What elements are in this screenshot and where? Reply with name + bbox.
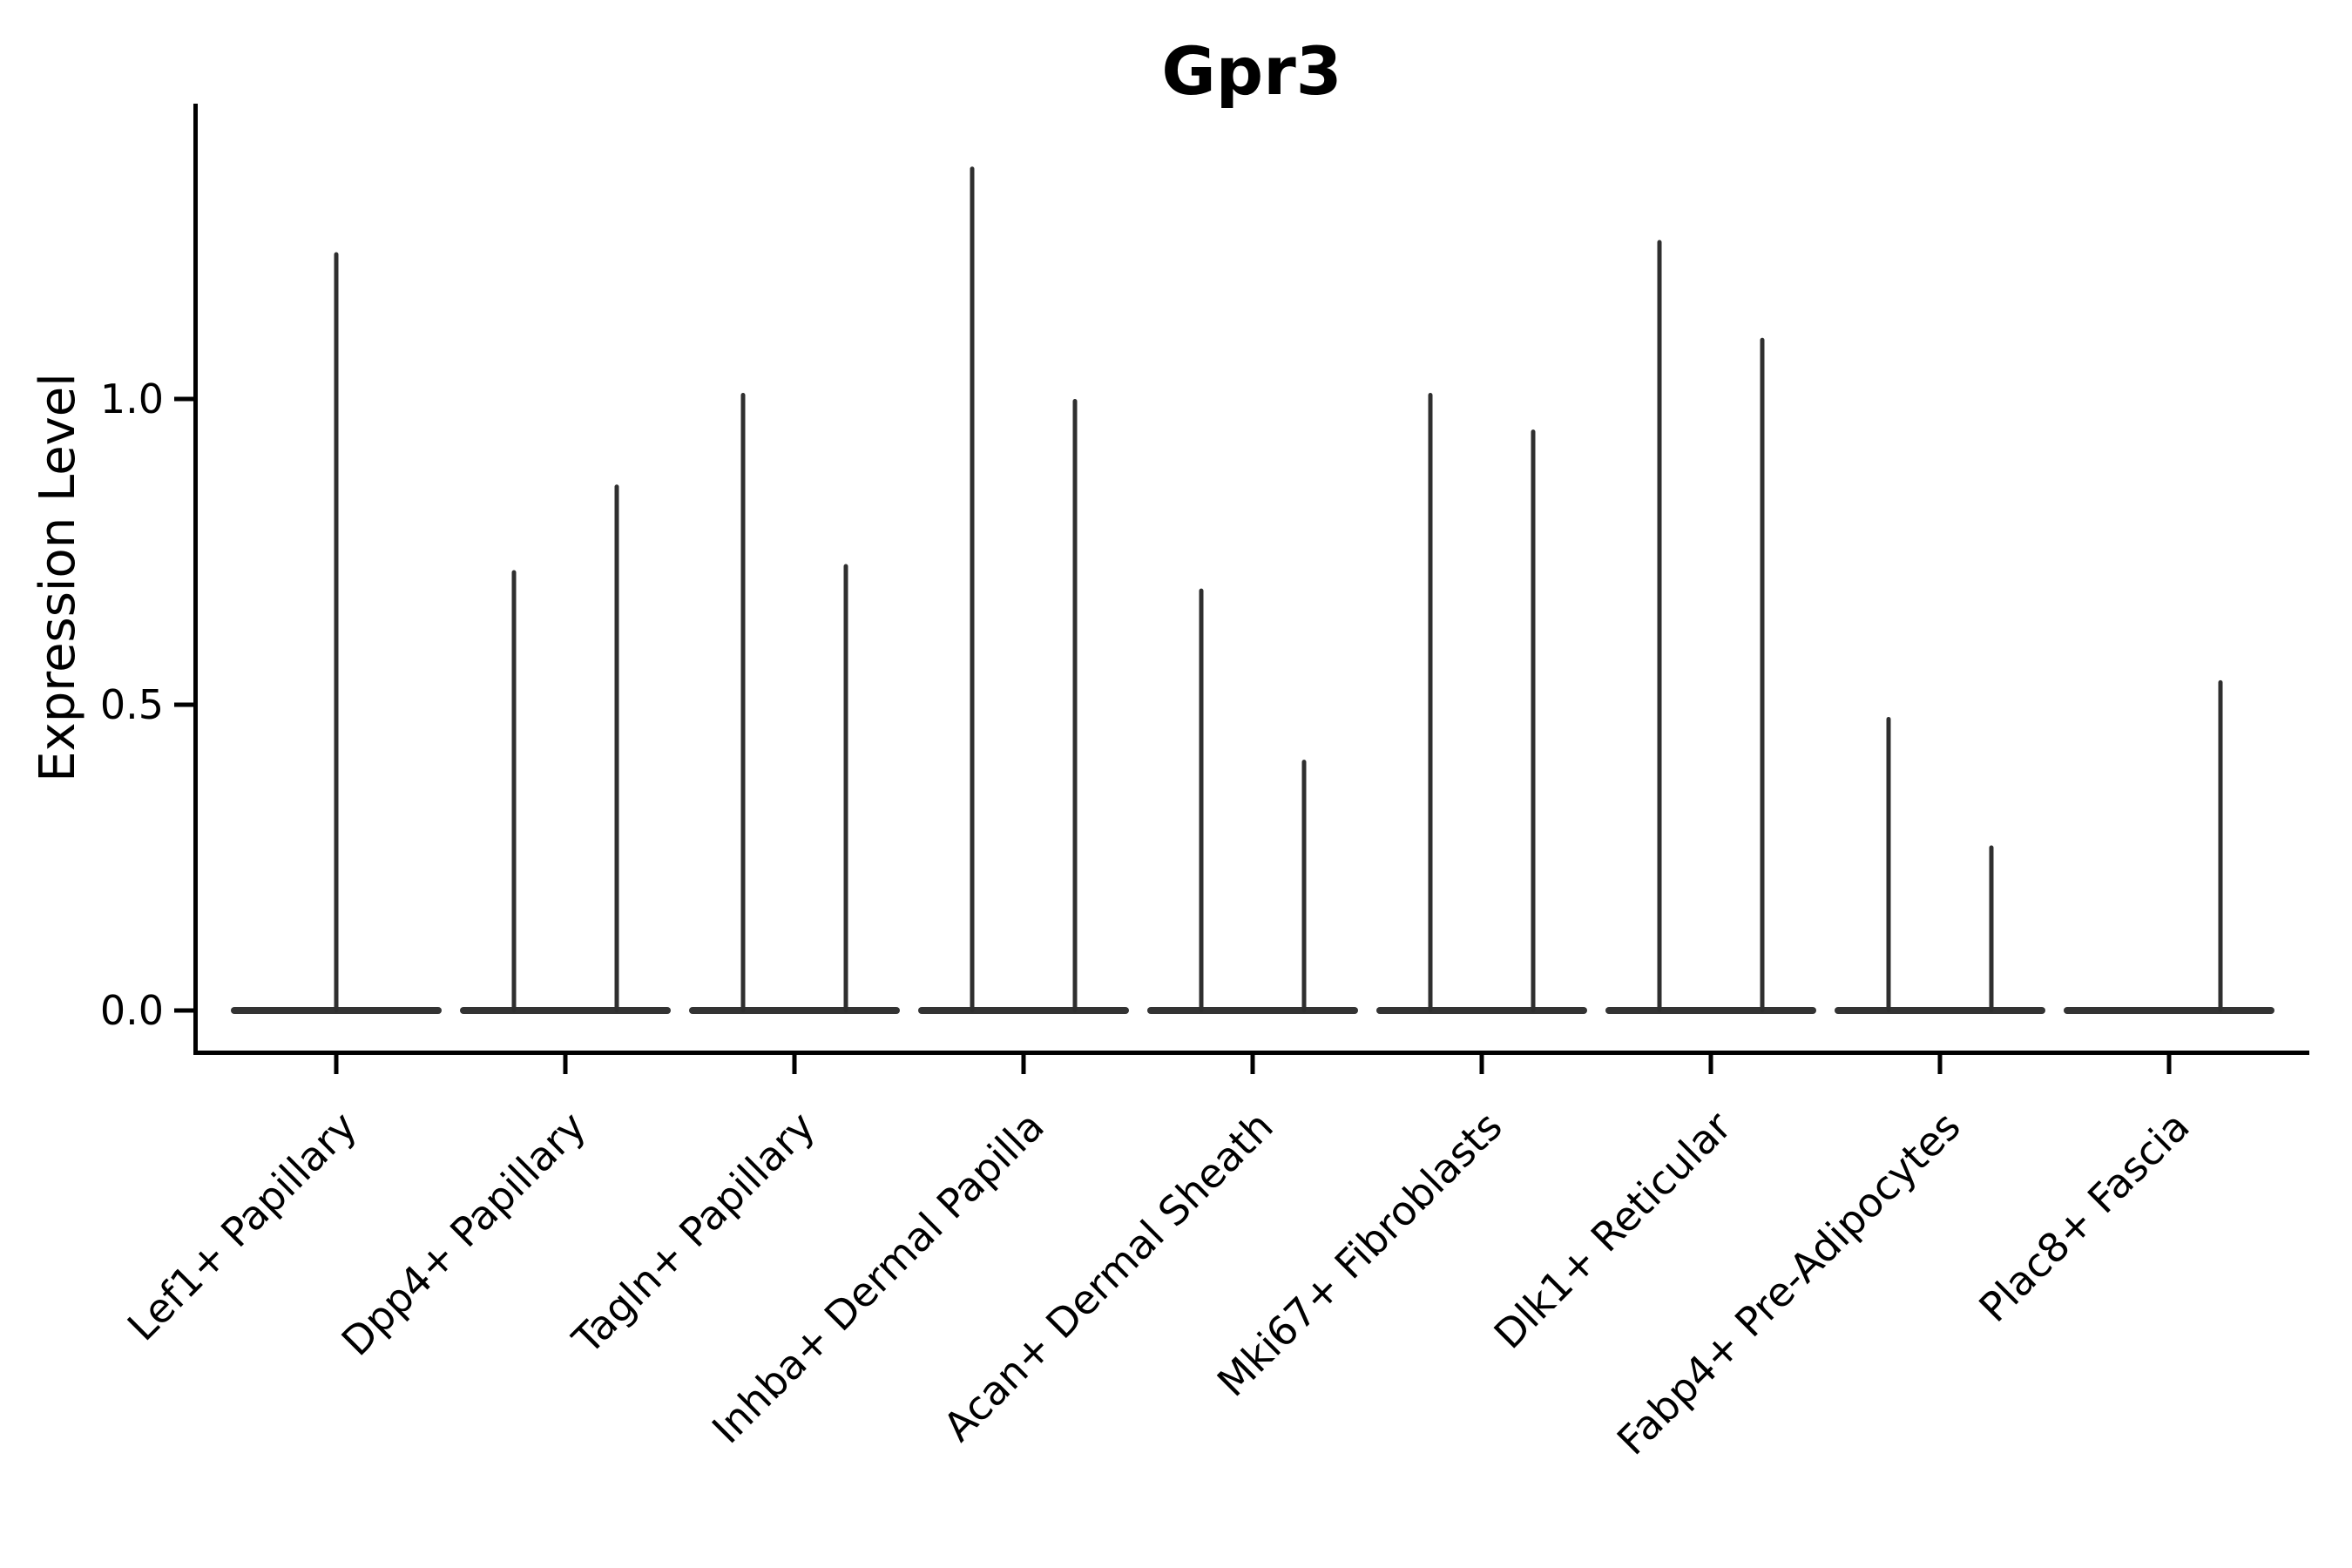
violin-spike [1072,399,1078,1012]
x-tick [2166,1055,2172,1074]
violin-spike [1531,429,1536,1013]
y-tick [174,702,193,707]
y-tick-label: 0.5 [100,681,164,728]
violin-baseline [689,1007,900,1014]
x-tick [1479,1055,1484,1074]
violin-spike [740,392,746,1013]
y-tick-label: 0.0 [100,987,164,1034]
violin-baseline [918,1007,1129,1014]
violin-spike [1657,240,1662,1013]
violin-spike [1428,392,1433,1013]
violin-baseline [2064,1007,2274,1014]
violin-baseline [1835,1007,2045,1014]
x-tick [1708,1055,1713,1074]
chart-title: Gpr3 [1161,32,1342,110]
violin-spike [1886,717,1891,1012]
violin-baseline [460,1007,671,1014]
violin-baseline [1605,1007,1816,1014]
x-tick-label: Dpp4+ Papillary [333,1103,595,1365]
violin-spike [334,252,339,1012]
x-tick [1937,1055,1943,1074]
y-axis-label: Expression Level [30,373,86,782]
x-tick [563,1055,568,1074]
left-spine [193,104,198,1055]
violin-spike [2218,679,2223,1012]
violin-spike [511,570,517,1012]
violin-spike [1989,845,1994,1012]
x-tick [334,1055,339,1074]
x-tick-label: Tagln+ Papillary [563,1103,824,1364]
violin-spike [1301,760,1307,1012]
violin-baseline [1376,1007,1587,1014]
x-tick-label: Lef1+ Papillary [118,1103,366,1350]
x-tick [792,1055,797,1074]
x-tick [1250,1055,1255,1074]
x-tick [1021,1055,1026,1074]
violin-spike [1760,337,1765,1012]
y-tick-label: 1.0 [100,375,164,422]
y-tick [174,1008,193,1013]
violin-spike [843,564,848,1012]
bottom-spine [193,1051,2309,1055]
violin-spike [970,166,975,1013]
violin-baseline [1147,1007,1358,1014]
x-tick-label: Plac8+ Fascia [1970,1103,2198,1331]
violin-spike [1199,588,1204,1012]
x-tick-label: Dlk1+ Reticular [1485,1103,1740,1358]
axes-layer [174,104,2309,1074]
violin-layer [231,166,2274,1014]
violin-spike [614,484,619,1012]
y-tick [174,396,193,402]
